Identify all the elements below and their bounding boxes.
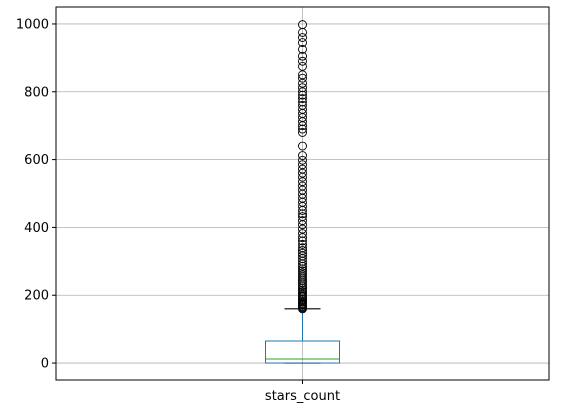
iqr-box [265, 340, 340, 364]
outlier-point [298, 181, 307, 191]
outlier-point [298, 83, 307, 93]
outlier-point [298, 212, 307, 222]
outlier-point [298, 44, 307, 54]
outlier-point [298, 104, 307, 114]
outlier-point [298, 224, 307, 234]
outlier-point [298, 87, 307, 97]
outlier-point [298, 177, 307, 187]
outlier-point [298, 155, 307, 165]
y-tick-label: 800 [24, 85, 49, 100]
x-axis: stars_count [265, 380, 340, 404]
outlier-point [298, 100, 307, 110]
outlier-point [298, 236, 307, 246]
outlier-point [298, 233, 307, 243]
outlier-point [298, 160, 307, 170]
outlier-point [298, 239, 307, 249]
y-tick-label: 1000 [16, 17, 49, 32]
outlier-point [298, 216, 307, 226]
outlier-point [298, 61, 307, 71]
outlier-point [298, 164, 307, 174]
outlier-point [298, 56, 307, 66]
outlier-point [298, 51, 307, 61]
outlier-point [298, 90, 307, 100]
outlier-point [298, 94, 307, 104]
outlier-point [298, 128, 307, 137]
outlier-point [298, 209, 307, 219]
y-tick-label: 0 [41, 357, 49, 372]
outliers-layer [298, 20, 307, 314]
outlier-point [298, 229, 307, 238]
outlier-point [298, 151, 307, 160]
outlier-point [298, 20, 307, 30]
y-tick-label: 400 [24, 221, 49, 236]
outlier-point [298, 78, 307, 88]
outlier-point [298, 141, 307, 151]
y-tick-label: 200 [24, 289, 49, 304]
outlier-point [298, 70, 307, 80]
outlier-point [298, 248, 307, 258]
x-tick-label: stars_count [265, 389, 340, 404]
outlier-point [298, 38, 307, 48]
outlier-point [298, 268, 307, 278]
outlier-point [298, 73, 307, 83]
outlier-point [298, 243, 307, 253]
outlier-point [298, 168, 307, 178]
outlier-point [298, 185, 307, 195]
outlier-point [298, 264, 307, 274]
outlier-point [298, 270, 307, 280]
outlier-point [298, 97, 307, 107]
outlier-point [298, 33, 307, 42]
y-axis: 0 200 400 600 800 1000 [16, 17, 56, 372]
y-tick-label: 600 [24, 153, 49, 168]
outlier-point [298, 246, 307, 255]
outlier-point [298, 124, 307, 134]
outlier-point [298, 266, 307, 276]
